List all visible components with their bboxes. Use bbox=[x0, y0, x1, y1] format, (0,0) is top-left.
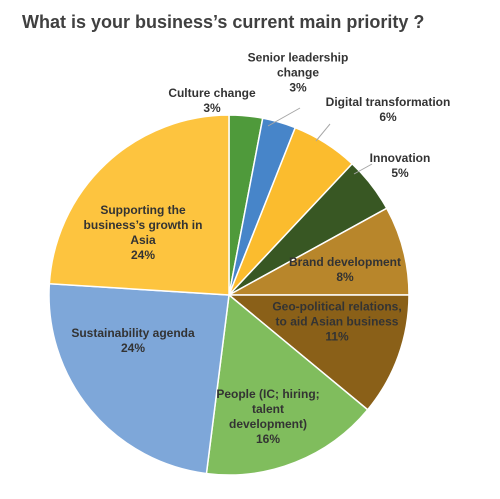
value-label: 11% bbox=[325, 329, 349, 344]
chart-title: What is your business’s current main pri… bbox=[22, 12, 425, 32]
value-label: 3% bbox=[203, 101, 221, 115]
category-label: People (IC; hiring; talent development) bbox=[216, 387, 320, 431]
slice-label: Innovation 5% bbox=[355, 151, 445, 181]
category-label: Culture change bbox=[168, 86, 256, 100]
slice-label: Culture change 3% bbox=[157, 86, 267, 116]
pie-slice bbox=[228, 207, 410, 296]
pie-slice bbox=[205, 293, 369, 476]
slice-label: People (IC; hiring; talent development) 1… bbox=[213, 387, 323, 447]
value-label: 5% bbox=[391, 166, 409, 180]
value-label: 6% bbox=[379, 110, 397, 124]
slice-label: Digital transformation 6% bbox=[313, 95, 463, 125]
category-label: Geo-political relations, to aid Asian bu… bbox=[272, 299, 402, 329]
slice-label: Brand development 8% bbox=[280, 255, 410, 285]
slice-label: Sustainability agenda 24% bbox=[58, 326, 208, 356]
slice-label: Geo-political relations, to aid Asian bu… bbox=[267, 300, 407, 345]
slice-label: Supporting the business’s growth in Asia… bbox=[78, 203, 208, 263]
pie-slice bbox=[48, 282, 230, 475]
pie-slice bbox=[48, 114, 230, 296]
value-label: 8% bbox=[336, 270, 354, 284]
value-label: 24% bbox=[120, 341, 146, 355]
category-label: Supporting the business’s growth in Asia bbox=[83, 203, 203, 247]
category-label: Senior leadership change bbox=[247, 50, 349, 80]
leader-line bbox=[267, 107, 301, 127]
category-label: Digital transformation bbox=[325, 95, 451, 109]
value-label: 3% bbox=[289, 80, 307, 95]
category-label: Brand development bbox=[288, 255, 402, 269]
slice-label: Senior leadership change 3% bbox=[243, 51, 353, 96]
leader-line bbox=[353, 163, 373, 175]
leader-line bbox=[315, 123, 331, 142]
value-label: 24% bbox=[130, 248, 156, 262]
value-label: 16% bbox=[255, 432, 281, 446]
category-label: Sustainability agenda bbox=[71, 326, 195, 340]
pie-slice bbox=[226, 294, 410, 411]
category-label: Innovation bbox=[369, 151, 431, 165]
